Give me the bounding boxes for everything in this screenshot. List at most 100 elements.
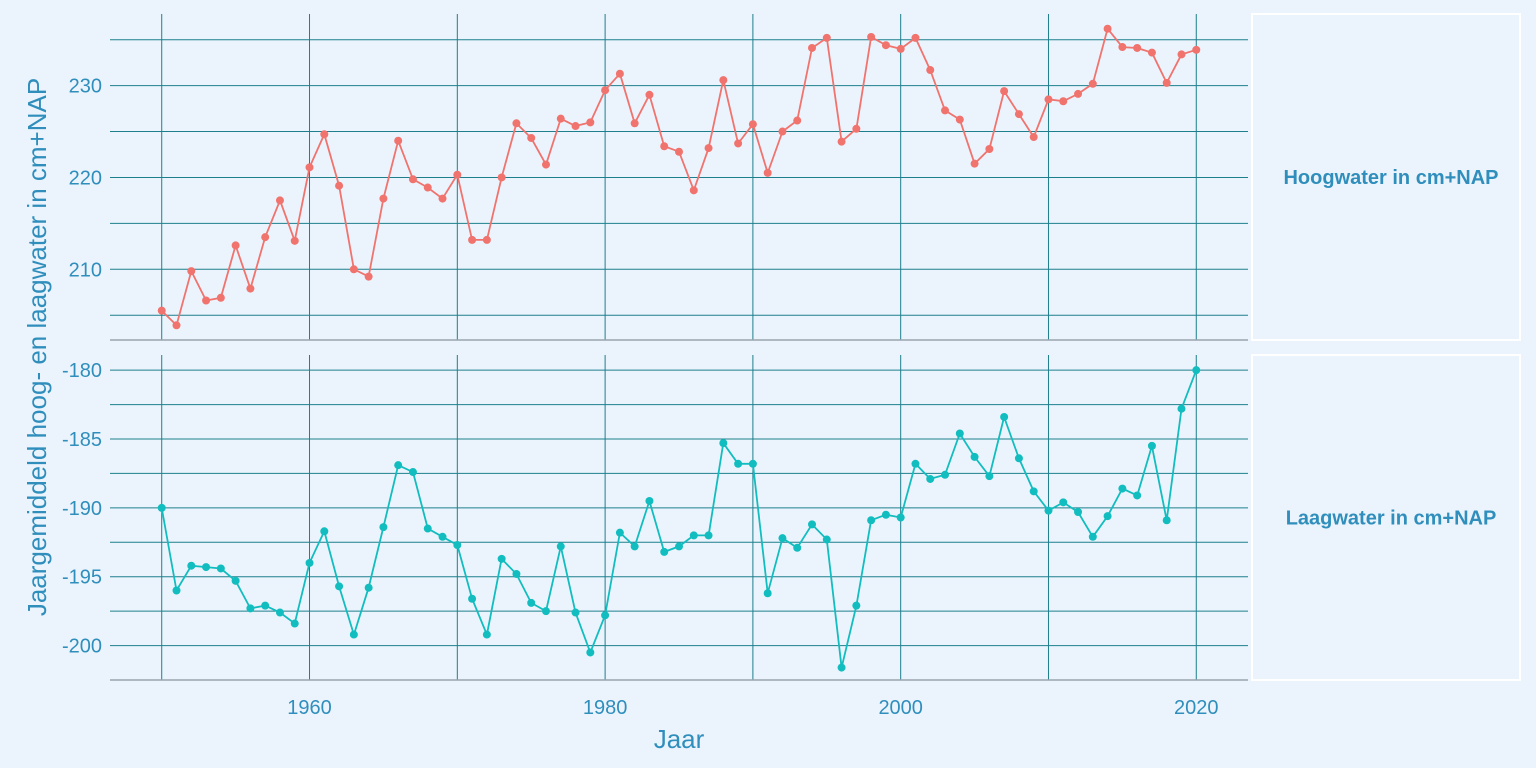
y-tick-label: -190 (62, 498, 102, 520)
data-point (187, 267, 196, 276)
data-point (1177, 404, 1186, 413)
data-point (660, 547, 669, 556)
data-point (837, 137, 846, 146)
data-point (719, 76, 728, 85)
data-point (689, 186, 698, 195)
data-point (541, 160, 550, 169)
data-point (852, 124, 861, 133)
data-point (261, 233, 270, 242)
data-point (867, 516, 876, 525)
strip-box (1251, 13, 1521, 341)
data-point (955, 115, 964, 124)
data-point (985, 472, 994, 481)
data-point (970, 159, 979, 168)
data-point (216, 293, 225, 302)
data-point (985, 144, 994, 153)
y-axis-title: Jaargemiddeld hoog- en laagwater in cm+N… (22, 78, 52, 616)
data-point (527, 598, 536, 607)
data-point (822, 535, 831, 544)
data-point (423, 183, 432, 192)
data-point (1103, 512, 1112, 521)
y-tick-label: -195 (62, 567, 102, 589)
data-point (601, 86, 610, 95)
data-point (335, 582, 344, 591)
data-point (1088, 532, 1097, 541)
data-point (586, 118, 595, 127)
data-point (408, 468, 417, 477)
data-point (586, 648, 595, 657)
data-point (704, 144, 713, 153)
data-point (290, 619, 299, 628)
data-point (1000, 412, 1009, 421)
data-point (423, 524, 432, 533)
data-point (734, 139, 743, 148)
data-point (320, 527, 329, 536)
data-point (1118, 484, 1127, 493)
data-point (497, 554, 506, 563)
data-point (1014, 454, 1023, 463)
data-point (1029, 133, 1038, 142)
data-point (364, 583, 373, 592)
data-point (556, 114, 565, 123)
data-point (1162, 516, 1171, 525)
data-point (320, 130, 329, 139)
data-point (704, 531, 713, 540)
panel-laagwater: -180 -185 -190 -195 -200 Laagwater in cm+NAP (62, 354, 1521, 681)
data-point (216, 564, 225, 573)
data-point (793, 116, 802, 125)
data-point (1162, 78, 1171, 87)
x-tick-label: 2020 (1174, 697, 1219, 719)
data-point (1177, 50, 1186, 59)
data-point (808, 520, 817, 529)
data-point (512, 569, 521, 578)
data-point (675, 147, 683, 156)
data-point (941, 470, 950, 479)
data-point (926, 474, 935, 483)
y-tick-label: 230 (69, 76, 102, 98)
strip-box (1251, 354, 1521, 681)
data-point (349, 630, 358, 639)
data-point (689, 531, 698, 540)
data-point (157, 306, 166, 315)
data-point (1000, 87, 1009, 96)
data-point (852, 601, 861, 610)
data-point (615, 69, 624, 78)
data-point (748, 120, 757, 129)
data-point (675, 542, 683, 551)
data-point (837, 663, 846, 672)
data-point (1044, 95, 1053, 104)
data-point (275, 196, 284, 205)
data-point (1088, 79, 1097, 88)
data-point (1059, 97, 1068, 106)
data-point (1147, 48, 1156, 57)
data-point (394, 136, 403, 145)
data-point (1103, 24, 1112, 33)
data-point (1133, 491, 1142, 500)
data-point (261, 601, 270, 610)
y-tick-label: 220 (69, 167, 102, 189)
data-point (734, 459, 743, 468)
data-point (1074, 507, 1083, 516)
data-point (468, 594, 477, 603)
data-point (911, 33, 920, 42)
data-point (438, 194, 447, 203)
data-point (187, 561, 196, 570)
data-point (630, 119, 639, 128)
data-point (881, 41, 890, 50)
data-point (763, 589, 772, 598)
data-point (172, 321, 181, 330)
panel-background (110, 355, 1248, 680)
data-point (571, 122, 580, 131)
data-point (541, 607, 550, 616)
data-points (157, 24, 1201, 330)
data-point (911, 459, 920, 468)
data-point (364, 272, 373, 281)
data-point (482, 235, 491, 244)
data-point (202, 296, 211, 305)
data-point (231, 576, 240, 585)
data-point (453, 541, 462, 550)
data-point (881, 510, 890, 519)
data-point (645, 90, 654, 99)
y-tick-label: -180 (62, 360, 102, 382)
